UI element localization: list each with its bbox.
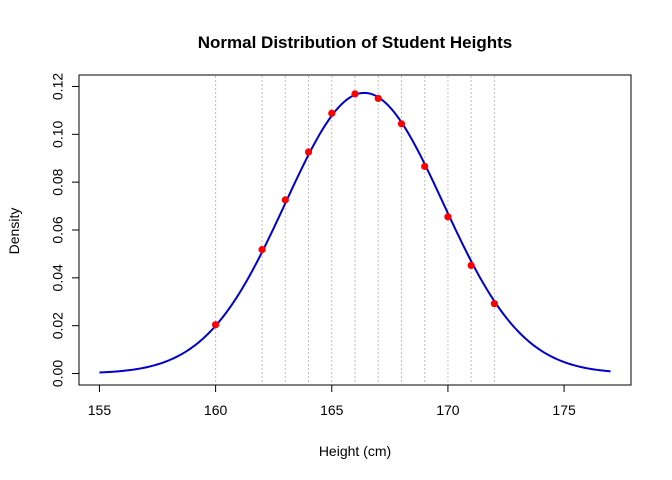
data-point	[258, 246, 266, 254]
data-point	[397, 120, 406, 128]
y-tick-label: 0.02	[50, 312, 66, 339]
data-point	[281, 196, 289, 204]
y-axis: 0.00 0.02 0.04 0.06 0.08 0.10 0.12	[50, 73, 80, 387]
x-tick-label: 175	[552, 402, 576, 418]
y-tick-label: 0.10	[50, 120, 66, 147]
data-point	[351, 90, 359, 98]
reference-lines	[215, 76, 495, 384]
data-point	[212, 321, 220, 329]
y-tick-label: 0.00	[50, 360, 66, 387]
y-tick-label: 0.06	[50, 216, 66, 243]
x-tick-label: 170	[436, 402, 460, 418]
x-tick-label: 155	[88, 402, 112, 418]
x-tick-label: 160	[204, 402, 228, 418]
data-point	[467, 261, 475, 270]
y-tick-label: 0.12	[50, 73, 66, 100]
data-point	[328, 109, 336, 117]
x-axis: 155 160 165 170 175	[88, 384, 576, 418]
y-tick-label: 0.08	[50, 168, 66, 195]
x-axis-label: Height (cm)	[319, 443, 391, 459]
chart-title: Normal Distribution of Student Heights	[198, 33, 513, 52]
data-point	[421, 162, 429, 170]
y-axis-label: Density	[6, 208, 22, 255]
data-points	[212, 90, 498, 329]
y-tick-label: 0.04	[50, 264, 66, 291]
data-point	[444, 213, 452, 221]
data-point	[304, 148, 313, 156]
data-point	[490, 300, 498, 308]
x-tick-label: 165	[320, 402, 344, 418]
data-point	[374, 94, 382, 103]
